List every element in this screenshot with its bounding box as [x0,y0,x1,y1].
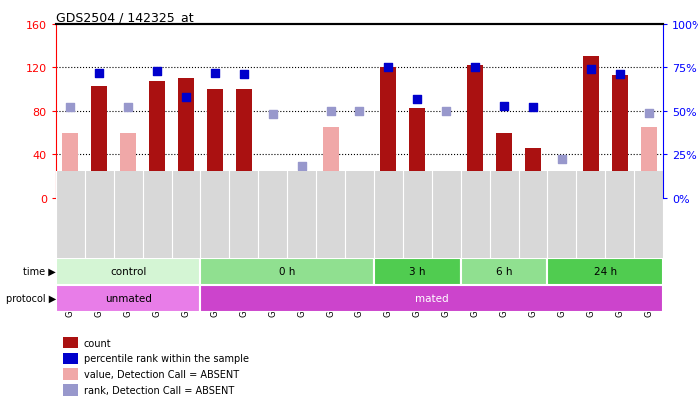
Bar [91,87,107,198]
Bar [200,285,663,312]
Point [94,70,105,77]
Text: rank, Detection Call = ABSENT: rank, Detection Call = ABSENT [84,385,234,395]
Text: value, Detection Call = ABSENT: value, Detection Call = ABSENT [84,369,239,379]
Bar [409,108,425,198]
Bar [294,192,310,198]
Bar [178,79,194,198]
Text: time ▶: time ▶ [23,266,56,277]
Text: count: count [84,338,112,348]
Point [556,157,567,164]
Bar [207,90,223,198]
Point [528,105,539,112]
Bar [236,90,252,198]
Text: 0 h: 0 h [279,266,295,277]
Text: mated: mated [415,293,449,304]
Bar [583,57,599,198]
Point [151,68,163,75]
Point [267,112,279,118]
Point [383,65,394,71]
Bar [56,285,200,312]
Text: protocol ▶: protocol ▶ [6,293,56,304]
Bar [641,128,657,198]
Bar [525,148,541,198]
Text: GDS2504 / 142325_at: GDS2504 / 142325_at [56,11,193,24]
Bar [374,258,461,285]
Text: 3 h: 3 h [409,266,426,277]
Point [180,94,191,101]
Point [296,164,307,170]
Text: unmated: unmated [105,293,151,304]
Point [585,66,596,73]
Bar [322,128,339,198]
Bar [554,192,570,198]
Bar [611,76,628,198]
Point [470,65,481,71]
Point [123,105,134,112]
Text: 24 h: 24 h [594,266,617,277]
Bar [56,258,200,285]
Point [643,110,654,116]
Bar [461,258,547,285]
Point [354,108,365,115]
Point [440,108,452,115]
Point [238,72,249,78]
Point [325,108,336,115]
Point [65,105,76,112]
Bar [149,82,165,198]
Bar [120,133,136,198]
Bar [62,133,78,198]
Bar [467,66,483,198]
Point [412,96,423,103]
Text: control: control [110,266,147,277]
Text: 6 h: 6 h [496,266,512,277]
Text: percentile rank within the sample: percentile rank within the sample [84,354,248,363]
Bar [380,68,396,198]
Bar [547,258,663,285]
Bar [200,258,374,285]
Point [498,103,510,109]
Point [209,70,221,77]
Point [614,72,625,78]
Bar [496,133,512,198]
